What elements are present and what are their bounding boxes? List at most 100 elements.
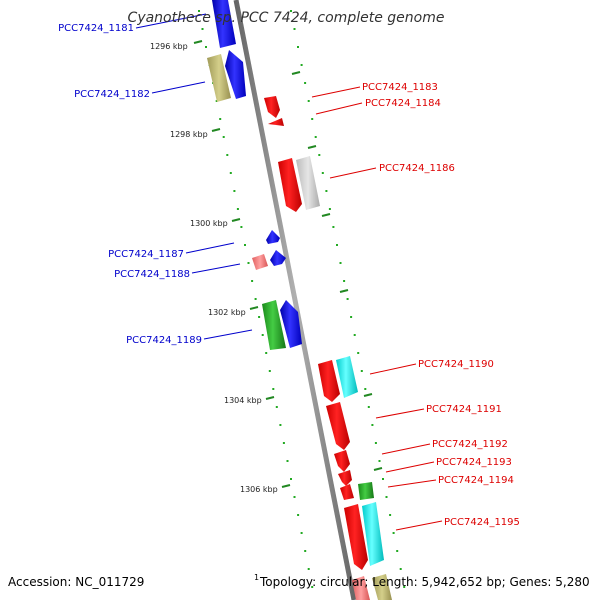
guide-dot [247,262,250,264]
guide-dot [364,388,367,390]
gene-arrow-1183[interactable] [264,96,280,118]
guide-dot [332,226,335,228]
forward-strand-genes [207,0,302,350]
gene-label-1183[interactable]: PCC7424_1183 [362,82,438,93]
guide-dot [258,316,261,318]
guide-dot [350,316,353,318]
tick-mark [373,467,383,471]
guide-dot [222,136,225,138]
gene-arrow-1189-green[interactable] [262,300,286,350]
guide-dot [297,514,300,516]
gene-arrow-1189[interactable] [280,300,302,348]
tick-mark [321,213,331,217]
gene-arrow-1188b[interactable] [270,250,286,266]
guide-dot [261,334,264,336]
guide-dot [205,46,207,48]
guide-dot [297,46,299,48]
guide-dot [339,262,342,264]
gene-arrow-1195-cyan[interactable] [362,502,384,566]
gene-arrow-bottom-pink[interactable] [352,576,370,600]
guide-dot [293,28,296,30]
guide-dot [286,460,289,462]
guide-dot [293,496,296,498]
guide-dot [226,154,229,156]
guide-dot [382,478,384,480]
leader-line [311,86,361,98]
genome-backbone [233,0,357,600]
gene-arrow-1190-cyan[interactable] [336,356,358,398]
gene-arrow-1186-gray[interactable] [296,156,320,210]
guide-dot [360,370,363,372]
tick-mark [265,396,275,400]
guide-dot [367,406,370,408]
guide-dot [336,244,338,246]
leader-line [315,102,363,115]
leader-line [387,479,437,488]
leader-line [329,167,377,179]
accession-text: Accession: NC_011729 [8,575,144,589]
leader-line [381,443,431,455]
gene-arrow-1181[interactable] [212,0,236,48]
leader-line [151,81,206,94]
gene-arrow-1191[interactable] [326,402,350,450]
leader-line [191,263,241,274]
leader-line [369,363,417,375]
gene-arrow-1193[interactable] [338,470,352,486]
gene-arrow-1187[interactable] [266,230,280,244]
gene-arrow-1195[interactable] [344,504,368,570]
tick-mark [291,71,301,75]
tick-mark [339,289,349,293]
leader-line [185,242,235,254]
label-leader-lines [135,13,443,531]
gene-label-1182[interactable]: PCC7424_1182 [74,89,150,100]
gene-label-1186[interactable]: PCC7424_1186 [379,163,455,174]
gene-arrow-1194[interactable] [358,482,374,500]
guide-dot [378,460,381,462]
gene-label-1194[interactable]: PCC7424_1194 [438,475,514,486]
leader-line [203,329,253,340]
guide-dot [321,172,324,174]
guide-dot [396,550,399,552]
tick-label: 1302 kbp [208,308,246,317]
tick-mark [307,145,317,149]
tick-mark [231,218,241,222]
guide-dot [300,64,303,66]
gene-arrow-1188[interactable] [252,254,268,270]
guide-dot [353,334,356,336]
gene-arrow-bottom-olive[interactable] [372,574,392,600]
leader-line [395,520,443,531]
guide-dot [346,298,349,300]
guide-dot [311,586,314,588]
gene-arrow-1192[interactable] [334,450,350,472]
guide-dot [357,352,360,354]
gene-label-1187[interactable]: PCC7424_1187 [108,249,184,260]
gene-arrow-1186[interactable] [278,158,302,212]
map-title: Cyanothece sp. PCC 7424, complete genome [128,10,445,26]
guide-dot [399,568,402,570]
guide-dot [325,190,328,192]
guide-dot [343,280,346,282]
gene-label-1181[interactable]: PCC7424_1181 [58,23,134,34]
gene-label-1195[interactable]: PCC7424_1195 [444,517,520,528]
gene-label-1190[interactable]: PCC7424_1190 [418,359,494,370]
guide-dot [389,514,392,516]
gene-label-1192[interactable]: PCC7424_1192 [432,439,508,450]
gene-label-1184[interactable]: PCC7424_1184 [365,98,441,109]
gene-label-1193[interactable]: PCC7424_1193 [436,457,512,468]
gene-label-1189[interactable]: PCC7424_1189 [126,335,202,346]
gene-arrow-1184[interactable] [268,118,284,126]
guide-dot [304,82,307,84]
guide-dot [268,370,271,372]
guide-dot [403,586,406,588]
gene-arrow-1194-red[interactable] [340,484,354,500]
tick-mark [193,40,203,44]
gene-arrow-1182-olive[interactable] [207,54,231,102]
gene-label-1191[interactable]: PCC7424_1191 [426,404,502,415]
gene-arrow-1190[interactable] [318,360,340,402]
guide-dot [307,568,310,570]
gene-arrow-1182[interactable] [225,50,246,99]
guide-dot [371,424,374,426]
gene-label-1188[interactable]: PCC7424_1188 [114,269,190,280]
tick-label: 1304 kbp [224,396,262,405]
guide-dot [328,208,331,210]
